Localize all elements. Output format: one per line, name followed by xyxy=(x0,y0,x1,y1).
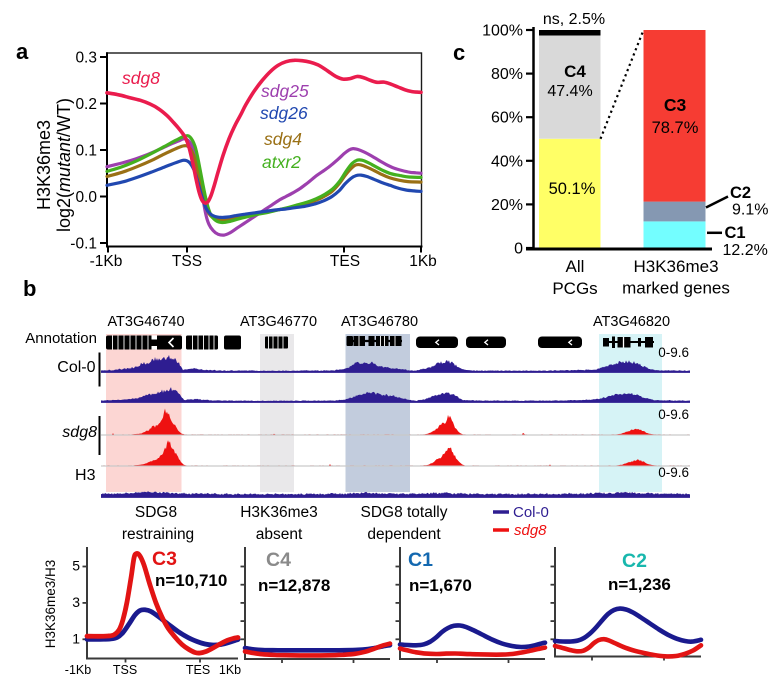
svg-text:1Kb: 1Kb xyxy=(409,253,437,270)
svg-text:0.0: 0.0 xyxy=(75,189,97,206)
svg-text:sdg4: sdg4 xyxy=(264,129,302,149)
svg-text:log2(mutant/WT): log2(mutant/WT) xyxy=(54,98,74,232)
svg-text:sdg8: sdg8 xyxy=(62,424,97,441)
svg-text:1: 1 xyxy=(72,630,80,646)
svg-text:H3K36me3: H3K36me3 xyxy=(34,120,54,210)
svg-text:C1: C1 xyxy=(725,224,746,242)
svg-text:H3K36me3: H3K36me3 xyxy=(240,504,318,521)
svg-text:Annotation: Annotation xyxy=(25,330,97,347)
svg-text:C3: C3 xyxy=(152,548,177,570)
svg-text:ns, 2.5%: ns, 2.5% xyxy=(543,11,605,28)
svg-text:AT3G46770: AT3G46770 xyxy=(240,314,317,330)
svg-text:SDG8: SDG8 xyxy=(135,504,177,521)
svg-text:n=1,236: n=1,236 xyxy=(608,575,671,594)
svg-text:9.1%: 9.1% xyxy=(732,202,768,219)
svg-text:-1Kb: -1Kb xyxy=(65,663,91,677)
svg-text:n=10,710: n=10,710 xyxy=(155,571,227,590)
svg-text:atxr2: atxr2 xyxy=(262,152,301,172)
svg-text:0-9.6: 0-9.6 xyxy=(658,407,689,422)
svg-text:AT3G46820: AT3G46820 xyxy=(593,314,670,330)
svg-text:b: b xyxy=(23,276,36,301)
svg-text:absent: absent xyxy=(256,526,303,543)
svg-text:78.7%: 78.7% xyxy=(652,119,699,137)
svg-text:All: All xyxy=(566,257,585,276)
svg-text:AT3G46780: AT3G46780 xyxy=(341,314,418,330)
svg-text:0.2: 0.2 xyxy=(75,96,97,113)
svg-text:1Kb: 1Kb xyxy=(219,663,241,677)
svg-text:-0.1: -0.1 xyxy=(70,236,97,253)
svg-text:80%: 80% xyxy=(491,66,523,83)
svg-text:C3: C3 xyxy=(664,95,687,115)
svg-text:a: a xyxy=(16,39,29,64)
svg-text:n=1,670: n=1,670 xyxy=(409,576,472,595)
svg-text:H3K36me3: H3K36me3 xyxy=(633,257,718,276)
svg-text:50.1%: 50.1% xyxy=(549,180,596,198)
svg-text:PCGs: PCGs xyxy=(552,279,597,298)
svg-text:C2: C2 xyxy=(730,184,751,202)
svg-text:3: 3 xyxy=(72,594,80,610)
svg-text:C4: C4 xyxy=(266,549,291,571)
svg-text:restraining: restraining xyxy=(122,526,194,543)
svg-text:0.1: 0.1 xyxy=(75,143,97,160)
svg-text:Col-0: Col-0 xyxy=(57,359,95,376)
svg-text:TSS: TSS xyxy=(113,663,137,677)
svg-text:12.2%: 12.2% xyxy=(723,242,768,259)
svg-text:C1: C1 xyxy=(408,549,433,571)
svg-text:sdg26: sdg26 xyxy=(260,103,308,123)
svg-text:0: 0 xyxy=(514,241,523,258)
svg-text:sdg8: sdg8 xyxy=(122,68,160,88)
svg-text:40%: 40% xyxy=(491,153,523,170)
svg-text:C2: C2 xyxy=(622,550,647,572)
svg-text:-1Kb: -1Kb xyxy=(90,253,123,270)
svg-text:TES: TES xyxy=(330,253,360,270)
svg-text:C4: C4 xyxy=(564,62,586,81)
svg-text:sdg8: sdg8 xyxy=(514,522,547,539)
svg-text:0-9.6: 0-9.6 xyxy=(658,465,689,480)
svg-text:Col-0: Col-0 xyxy=(513,504,549,521)
svg-text:47.4%: 47.4% xyxy=(547,83,592,100)
svg-text:60%: 60% xyxy=(491,110,523,127)
svg-text:H3: H3 xyxy=(75,467,96,484)
svg-text:H3K36me3/H3: H3K36me3/H3 xyxy=(43,560,58,649)
svg-text:TES: TES xyxy=(186,663,210,677)
svg-text:100%: 100% xyxy=(482,23,523,40)
svg-text:5: 5 xyxy=(72,558,80,574)
svg-text:c: c xyxy=(453,40,465,65)
svg-text:SDG8 totally: SDG8 totally xyxy=(360,504,447,521)
svg-text:marked genes: marked genes xyxy=(622,279,730,298)
svg-text:0-9.6: 0-9.6 xyxy=(658,345,689,360)
svg-text:AT3G46740: AT3G46740 xyxy=(107,314,184,330)
svg-text:sdg25: sdg25 xyxy=(261,81,309,101)
svg-text:dependent: dependent xyxy=(367,526,441,543)
svg-text:TSS: TSS xyxy=(172,253,202,270)
svg-text:20%: 20% xyxy=(491,197,523,214)
svg-text:0.3: 0.3 xyxy=(75,50,97,67)
svg-text:n=12,878: n=12,878 xyxy=(258,576,330,595)
